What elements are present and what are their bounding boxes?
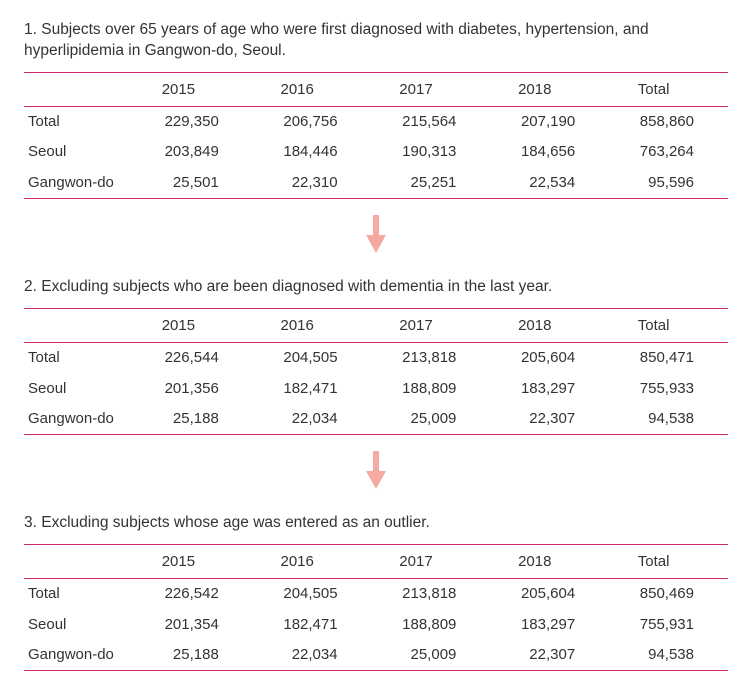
cell-value: 22,307 bbox=[490, 404, 609, 435]
col-header: 2016 bbox=[253, 545, 372, 579]
cell-value: 213,818 bbox=[372, 579, 491, 610]
cell-value: 213,818 bbox=[372, 343, 491, 374]
cell-value: 204,505 bbox=[253, 579, 372, 610]
col-header: 2016 bbox=[253, 72, 372, 106]
cell-value: 25,009 bbox=[372, 404, 491, 435]
cell-value: 850,471 bbox=[609, 343, 728, 374]
table-row: Gangwon-do25,18822,03425,00922,30794,538 bbox=[24, 404, 728, 435]
col-header: 2016 bbox=[253, 309, 372, 343]
flow-arrow bbox=[24, 451, 728, 495]
cell-value: 94,538 bbox=[609, 640, 728, 671]
row-label: Gangwon-do bbox=[24, 640, 134, 671]
col-header bbox=[24, 545, 134, 579]
row-label: Seoul bbox=[24, 610, 134, 640]
cell-value: 229,350 bbox=[134, 107, 253, 138]
col-header: 2015 bbox=[134, 309, 253, 343]
cell-value: 183,297 bbox=[490, 374, 609, 404]
cell-value: 201,356 bbox=[134, 374, 253, 404]
col-header: Total bbox=[609, 545, 728, 579]
cell-value: 22,307 bbox=[490, 640, 609, 671]
cell-value: 226,542 bbox=[134, 579, 253, 610]
row-label: Total bbox=[24, 343, 134, 374]
flow-arrow bbox=[24, 215, 728, 259]
cell-value: 95,596 bbox=[609, 168, 728, 199]
cell-value: 22,534 bbox=[490, 168, 609, 199]
cell-value: 226,544 bbox=[134, 343, 253, 374]
section-3: 3. Excluding subjects whose age was ente… bbox=[24, 513, 728, 671]
row-label: Total bbox=[24, 579, 134, 610]
row-label: Gangwon-do bbox=[24, 168, 134, 199]
cell-value: 207,190 bbox=[490, 107, 609, 138]
col-header: 2015 bbox=[134, 545, 253, 579]
cell-value: 204,505 bbox=[253, 343, 372, 374]
section-title: 3. Excluding subjects whose age was ente… bbox=[24, 513, 728, 534]
cell-value: 188,809 bbox=[372, 610, 491, 640]
col-header: 2018 bbox=[490, 309, 609, 343]
cell-value: 184,446 bbox=[253, 137, 372, 167]
table-row: Seoul201,354182,471188,809183,297755,931 bbox=[24, 610, 728, 640]
table-row: Seoul201,356182,471188,809183,297755,933 bbox=[24, 374, 728, 404]
section-title: 2. Excluding subjects who are been diagn… bbox=[24, 277, 728, 298]
cell-value: 25,501 bbox=[134, 168, 253, 199]
col-header bbox=[24, 72, 134, 106]
cell-value: 190,313 bbox=[372, 137, 491, 167]
row-label: Total bbox=[24, 107, 134, 138]
col-header bbox=[24, 309, 134, 343]
cell-value: 205,604 bbox=[490, 579, 609, 610]
cell-value: 22,034 bbox=[253, 640, 372, 671]
table-row: Gangwon-do25,18822,03425,00922,30794,538 bbox=[24, 640, 728, 671]
cell-value: 850,469 bbox=[609, 579, 728, 610]
data-table: 2015201620172018TotalTotal229,350206,756… bbox=[24, 72, 728, 199]
table-row: Total226,542204,505213,818205,604850,469 bbox=[24, 579, 728, 610]
col-header: 2018 bbox=[490, 545, 609, 579]
row-label: Seoul bbox=[24, 374, 134, 404]
arrow-down-icon bbox=[366, 451, 386, 489]
col-header: 2015 bbox=[134, 72, 253, 106]
section-title: 1. Subjects over 65 years of age who wer… bbox=[24, 20, 728, 62]
section-2: 2. Excluding subjects who are been diagn… bbox=[24, 277, 728, 435]
cell-value: 763,264 bbox=[609, 137, 728, 167]
arrow-down-icon bbox=[366, 215, 386, 253]
col-header: Total bbox=[609, 72, 728, 106]
cell-value: 183,297 bbox=[490, 610, 609, 640]
cell-value: 201,354 bbox=[134, 610, 253, 640]
cell-value: 858,860 bbox=[609, 107, 728, 138]
cell-value: 215,564 bbox=[372, 107, 491, 138]
cell-value: 22,310 bbox=[253, 168, 372, 199]
cell-value: 25,251 bbox=[372, 168, 491, 199]
cell-value: 203,849 bbox=[134, 137, 253, 167]
cell-value: 205,604 bbox=[490, 343, 609, 374]
col-header: 2017 bbox=[372, 72, 491, 106]
data-table: 2015201620172018TotalTotal226,544204,505… bbox=[24, 308, 728, 435]
cell-value: 206,756 bbox=[253, 107, 372, 138]
cell-value: 25,188 bbox=[134, 640, 253, 671]
col-header: Total bbox=[609, 309, 728, 343]
table-row: Total229,350206,756215,564207,190858,860 bbox=[24, 107, 728, 138]
cell-value: 184,656 bbox=[490, 137, 609, 167]
cell-value: 25,009 bbox=[372, 640, 491, 671]
table-row: Gangwon-do25,50122,31025,25122,53495,596 bbox=[24, 168, 728, 199]
table-row: Seoul203,849184,446190,313184,656763,264 bbox=[24, 137, 728, 167]
table-row: Total226,544204,505213,818205,604850,471 bbox=[24, 343, 728, 374]
section-1: 1. Subjects over 65 years of age who wer… bbox=[24, 20, 728, 199]
cell-value: 755,931 bbox=[609, 610, 728, 640]
cell-value: 188,809 bbox=[372, 374, 491, 404]
cell-value: 94,538 bbox=[609, 404, 728, 435]
cell-value: 182,471 bbox=[253, 374, 372, 404]
col-header: 2017 bbox=[372, 309, 491, 343]
cell-value: 755,933 bbox=[609, 374, 728, 404]
cell-value: 25,188 bbox=[134, 404, 253, 435]
col-header: 2017 bbox=[372, 545, 491, 579]
cell-value: 182,471 bbox=[253, 610, 372, 640]
col-header: 2018 bbox=[490, 72, 609, 106]
row-label: Seoul bbox=[24, 137, 134, 167]
cell-value: 22,034 bbox=[253, 404, 372, 435]
row-label: Gangwon-do bbox=[24, 404, 134, 435]
